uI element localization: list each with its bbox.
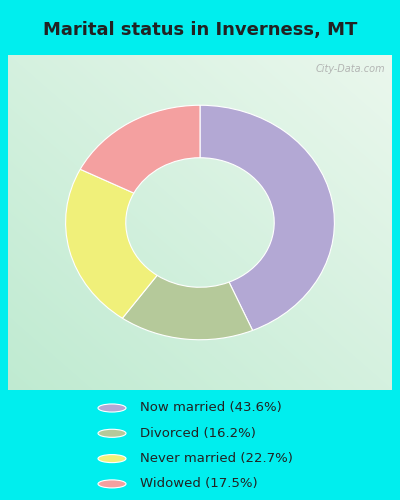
Text: Divorced (16.2%): Divorced (16.2%)	[140, 427, 256, 440]
Circle shape	[98, 454, 126, 462]
Circle shape	[98, 480, 126, 488]
Text: Never married (22.7%): Never married (22.7%)	[140, 452, 293, 465]
Wedge shape	[80, 106, 200, 193]
Wedge shape	[122, 276, 253, 340]
Circle shape	[98, 430, 126, 438]
Wedge shape	[200, 106, 334, 330]
Text: Marital status in Inverness, MT: Marital status in Inverness, MT	[43, 21, 357, 39]
Text: Widowed (17.5%): Widowed (17.5%)	[140, 478, 258, 490]
Text: City-Data.com: City-Data.com	[316, 64, 386, 74]
Circle shape	[98, 404, 126, 412]
Wedge shape	[66, 170, 157, 318]
Text: Now married (43.6%): Now married (43.6%)	[140, 402, 282, 414]
